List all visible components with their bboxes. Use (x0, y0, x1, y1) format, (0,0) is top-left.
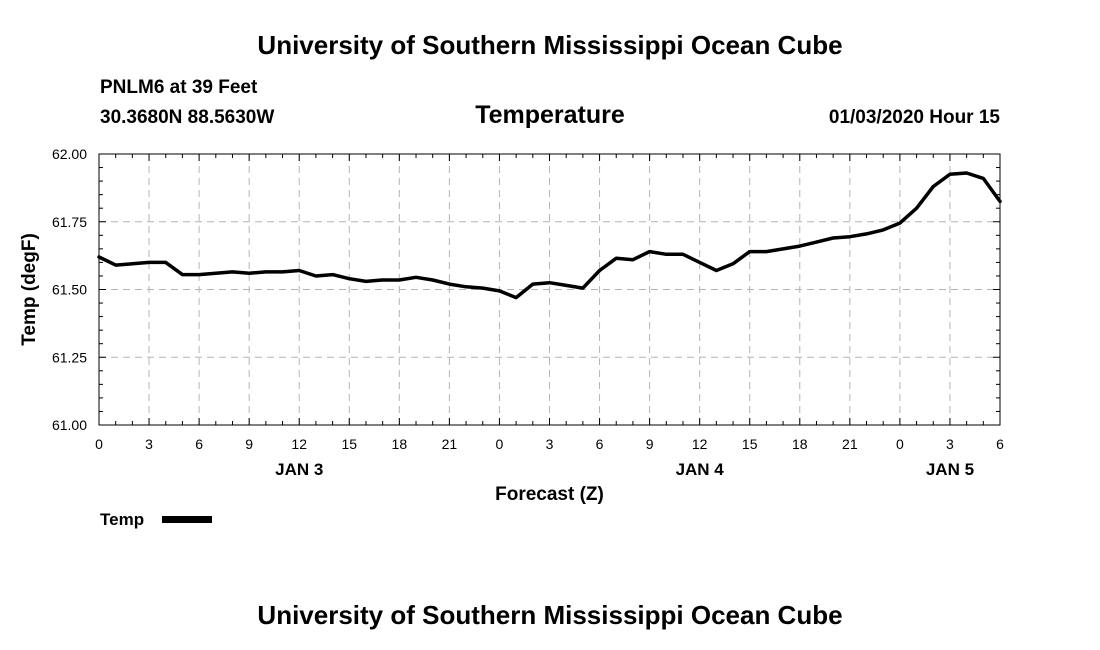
x-tick-label: 0 (95, 436, 103, 452)
x-tick-label: 21 (842, 436, 858, 452)
x-tick-label: 6 (195, 436, 203, 452)
x-tick-label: 0 (896, 436, 904, 452)
y-tick-label: 61.00 (52, 417, 87, 433)
y-tick-label: 61.50 (52, 282, 87, 298)
x-tick-label: 15 (742, 436, 758, 452)
x-tick-label: 3 (946, 436, 954, 452)
y-tick-label: 61.25 (52, 349, 87, 365)
x-tick-label: 6 (596, 436, 604, 452)
x-tick-label: 21 (442, 436, 458, 452)
x-tick-label: 12 (692, 436, 708, 452)
coordinates-label: 30.3680N 88.5630W (100, 107, 275, 128)
station-label: PNLM6 at 39 Feet (100, 77, 258, 98)
day-label: JAN 5 (926, 460, 974, 479)
title-bottom: University of Southern Mississippi Ocean… (257, 600, 843, 630)
run-time-label: 01/03/2020 Hour 15 (828, 107, 1000, 128)
x-tick-label: 15 (341, 436, 357, 452)
x-tick-label: 12 (291, 436, 307, 452)
y-tick-label: 61.75 (52, 214, 87, 230)
x-tick-label: 18 (792, 436, 808, 452)
y-axis-label: Temp (degF) (19, 233, 40, 346)
legend-label: Temp (100, 510, 144, 529)
x-tick-label: 9 (245, 436, 253, 452)
x-tick-label: 18 (392, 436, 408, 452)
legend-swatch (162, 516, 212, 523)
x-tick-label: 6 (996, 436, 1004, 452)
day-label: JAN 4 (676, 460, 725, 479)
y-tick-label: 62.00 (52, 146, 87, 162)
day-label: JAN 3 (275, 460, 323, 479)
x-tick-label: 3 (546, 436, 554, 452)
title-top: University of Southern Mississippi Ocean… (257, 30, 843, 60)
temp-series-line (97, 171, 1002, 300)
x-tick-label: 9 (646, 436, 654, 452)
x-tick-label: 3 (145, 436, 153, 452)
chart-title: Temperature (475, 101, 625, 129)
x-tick-label: 0 (496, 436, 504, 452)
x-axis-label: Forecast (Z) (495, 484, 604, 505)
